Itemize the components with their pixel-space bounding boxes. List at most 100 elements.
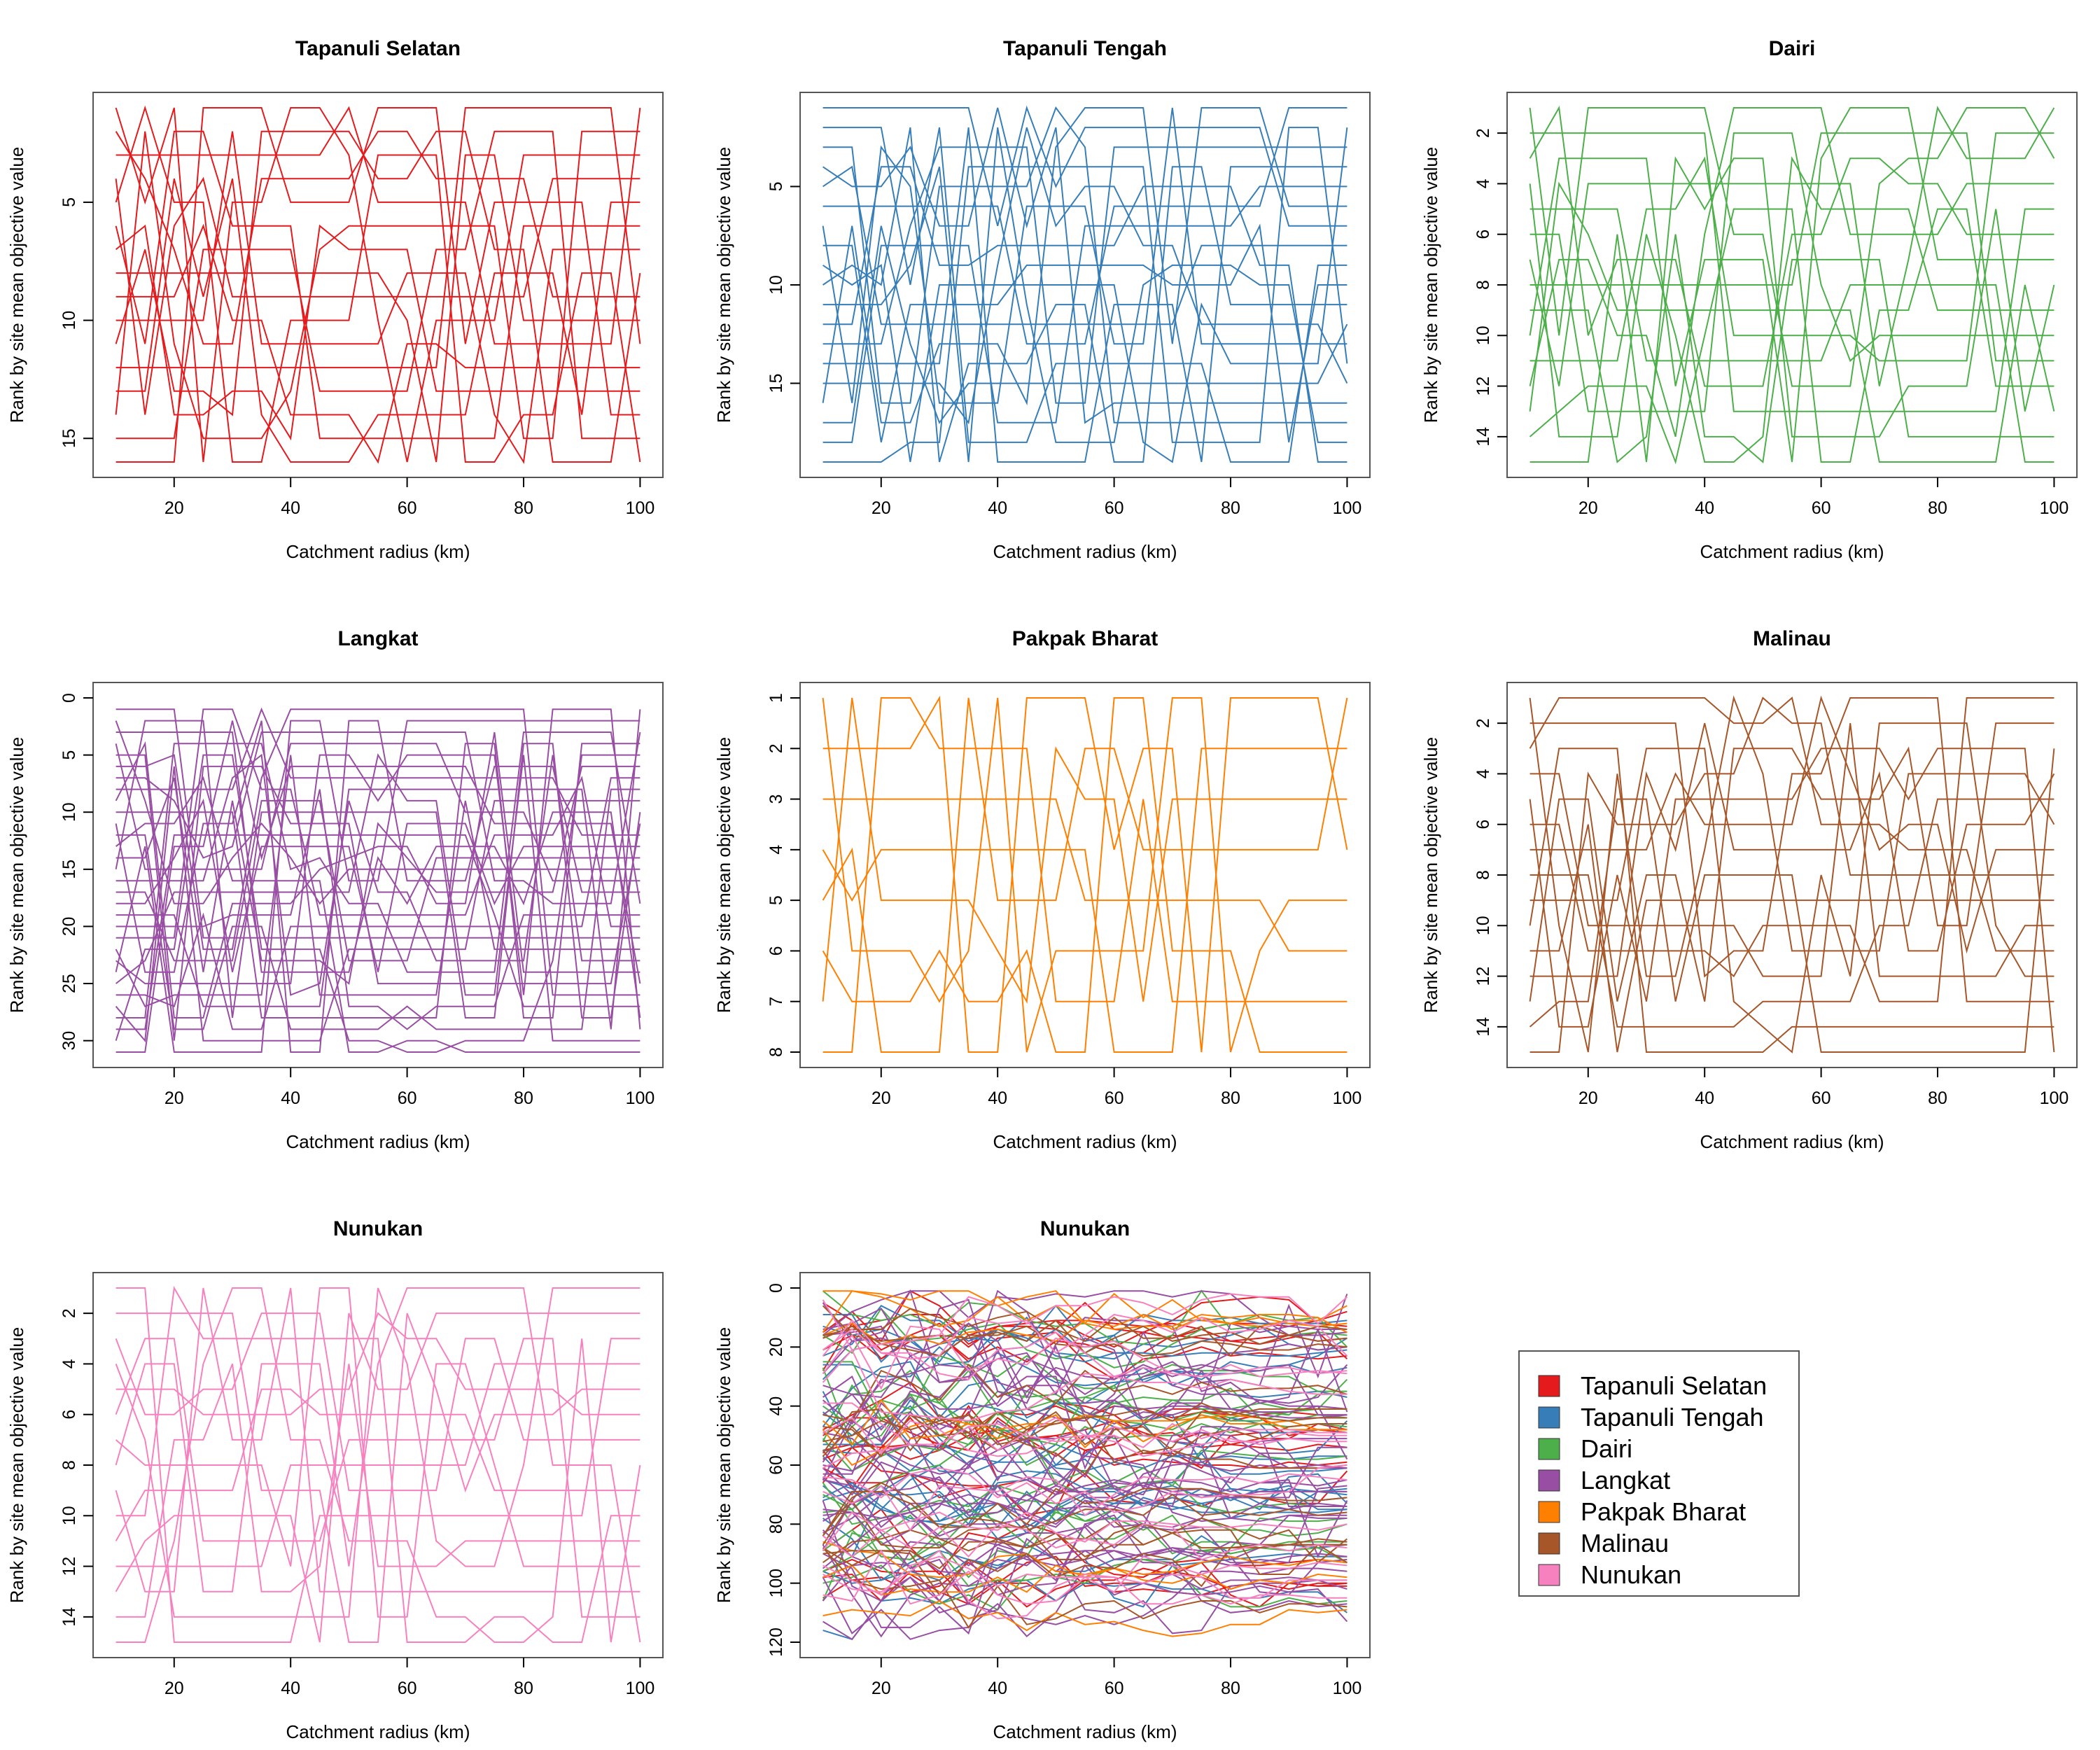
- site-line: [1529, 181, 2055, 463]
- chart-panel-2: Tapanuli Tengah 20 40 60 80 100 5 10 15 Catchment…: [713, 37, 1371, 562]
- site-line: [1530, 722, 2055, 977]
- x-tick-label: 60: [398, 498, 417, 518]
- y-tick-label: 60: [766, 1455, 786, 1475]
- site-line: [115, 176, 640, 415]
- legend-label: Langkat: [1581, 1466, 1670, 1494]
- y-tick-label: 0: [59, 693, 79, 703]
- panel-title: Nunukan: [333, 1217, 423, 1240]
- x-tick-label: 40: [281, 498, 300, 518]
- site-line: [822, 695, 1348, 1053]
- site-line: [115, 130, 641, 463]
- y-axis-label: Rank by site mean objective value: [6, 147, 27, 424]
- site-line: [115, 755, 640, 1007]
- site-line: [822, 127, 1348, 463]
- site-line: [1529, 748, 2055, 1053]
- legend-label: Malinau: [1581, 1529, 1669, 1558]
- site-line: [822, 1558, 1348, 1611]
- series-lines: [115, 707, 641, 1053]
- site-line: [115, 106, 641, 345]
- x-tick-label: 40: [1695, 1088, 1714, 1108]
- site-line: [1529, 695, 2055, 1053]
- site-line: [822, 1357, 1348, 1425]
- panel-title: Pakpak Bharat: [1012, 627, 1158, 650]
- site-line: [822, 697, 1348, 1004]
- site-line: [115, 1287, 640, 1618]
- site-line: [822, 697, 1348, 1053]
- y-axis-label: Rank by site mean objective value: [713, 1327, 734, 1604]
- site-line: [1530, 695, 2054, 954]
- site-line: [822, 127, 1348, 463]
- y-tick-label: 7: [766, 997, 786, 1007]
- y-tick-label: 40: [766, 1396, 786, 1416]
- panel-title: Tapanuli Tengah: [1003, 37, 1167, 60]
- site-line: [115, 776, 640, 1053]
- site-line: [822, 127, 1348, 463]
- x-tick-label: 60: [1105, 1679, 1124, 1698]
- plot-frame: [92, 682, 664, 1068]
- site-line: [1529, 208, 2054, 465]
- x-tick-label: 20: [1578, 498, 1598, 518]
- site-line: [822, 107, 1348, 424]
- x-axis-label: Catchment radius (km): [993, 1131, 1177, 1152]
- site-line: [115, 1312, 640, 1643]
- site-line: [822, 1364, 1348, 1422]
- x-axis-label: Catchment radius (km): [993, 541, 1177, 562]
- y-tick-label: 20: [766, 1337, 786, 1357]
- y-tick-label: 0: [766, 1283, 786, 1293]
- y-tick-label: 25: [59, 974, 79, 993]
- site-line: [1529, 105, 2054, 387]
- site-line: [822, 1600, 1348, 1637]
- site-line: [115, 1312, 640, 1415]
- y-tick-label: 100: [766, 1569, 786, 1598]
- site-line: [1530, 696, 2054, 1053]
- site-line: [822, 1549, 1348, 1620]
- x-tick-label: 40: [1695, 498, 1714, 518]
- site-line: [822, 127, 1348, 425]
- x-tick-label: 60: [398, 1088, 417, 1108]
- site-line: [822, 1414, 1348, 1466]
- site-line: [822, 1410, 1348, 1508]
- x-tick-label: 60: [398, 1679, 417, 1698]
- site-line: [822, 1523, 1348, 1561]
- site-line: [1530, 722, 2054, 977]
- x-tick-label: 100: [626, 1679, 655, 1698]
- site-line: [822, 798, 1348, 952]
- site-line: [1530, 132, 2054, 362]
- series-lines: [822, 1289, 1348, 1641]
- site-line: [822, 186, 1348, 443]
- site-line: [1529, 106, 2055, 386]
- site-line: [115, 799, 640, 962]
- y-tick-label: 15: [59, 860, 79, 879]
- panel-title: Dairi: [1769, 37, 1816, 60]
- x-tick-label: 80: [514, 498, 533, 518]
- y-tick-label: 12: [59, 1557, 79, 1576]
- site-line: [1530, 132, 2054, 412]
- site-line: [115, 798, 640, 972]
- x-tick-label: 100: [1333, 498, 1362, 518]
- x-tick-label: 20: [872, 498, 891, 518]
- site-line: [115, 720, 641, 1018]
- site-line: [115, 107, 640, 463]
- x-tick-label: 20: [1578, 1088, 1598, 1108]
- site-line: [822, 1366, 1348, 1443]
- legend-label: Nunukan: [1581, 1560, 1681, 1589]
- site-line: [822, 1414, 1348, 1476]
- site-line: [115, 708, 640, 939]
- x-tick-label: 60: [1105, 1088, 1124, 1108]
- y-tick-label: 3: [766, 794, 786, 804]
- y-tick-label: 10: [766, 275, 786, 295]
- y-tick-label: 80: [766, 1514, 786, 1534]
- x-tick-label: 60: [1105, 498, 1124, 518]
- site-line: [1530, 132, 2054, 412]
- x-axis-label: Catchment radius (km): [993, 1721, 1177, 1742]
- site-line: [822, 127, 1348, 463]
- site-line: [115, 753, 640, 996]
- site-line: [115, 130, 640, 440]
- site-line: [1529, 722, 2054, 1002]
- site-line: [115, 788, 640, 1030]
- y-tick-label: 4: [766, 845, 786, 855]
- x-axis-label: Catchment radius (km): [1700, 541, 1884, 562]
- chart-panel-8: Nunukan 20 40 60 80 100 0 20 40 60 80 100 120 Catchme…: [713, 1217, 1371, 1742]
- site-line: [822, 1402, 1348, 1452]
- site-line: [115, 754, 641, 1041]
